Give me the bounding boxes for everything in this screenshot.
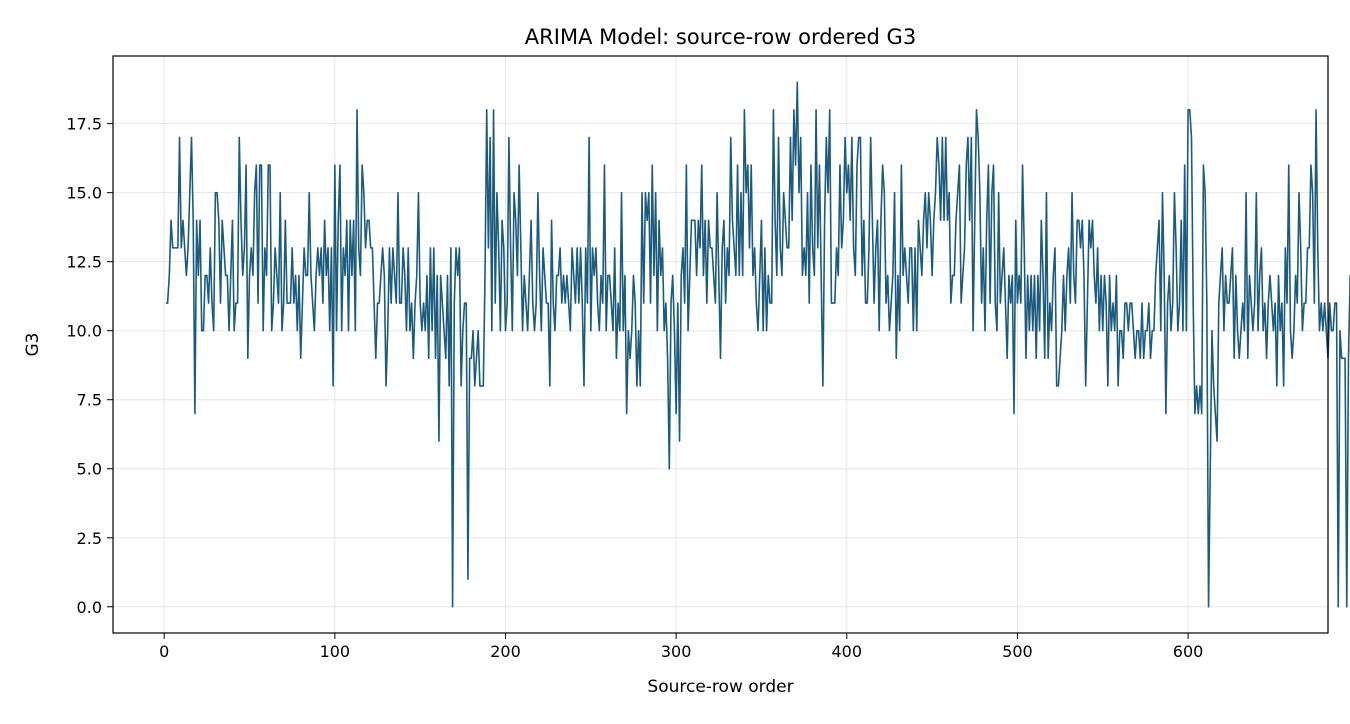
y-tick-label: 5.0 bbox=[77, 460, 102, 479]
plot-frame bbox=[112, 55, 1329, 634]
chart-title: ARIMA Model: source-row ordered G3 bbox=[525, 25, 916, 49]
y-tick-label: 10.0 bbox=[66, 322, 102, 341]
x-tick-label: 100 bbox=[320, 642, 351, 661]
y-tick-label: 12.5 bbox=[66, 253, 102, 272]
series-layer bbox=[165, 81, 1350, 608]
g3-series-line bbox=[165, 81, 1350, 608]
y-tick-label: 7.5 bbox=[77, 391, 102, 410]
x-tick-label: 200 bbox=[490, 642, 521, 661]
y-tick-label: 17.5 bbox=[66, 115, 102, 134]
y-tick-label: 15.0 bbox=[66, 184, 102, 203]
y-tick-label: 2.5 bbox=[77, 529, 102, 548]
x-tick-label: 500 bbox=[1002, 642, 1033, 661]
x-tick-label: 0 bbox=[159, 642, 169, 661]
grid-layer bbox=[113, 56, 1328, 633]
x-tick-label: 400 bbox=[832, 642, 863, 661]
x-tick-label: 300 bbox=[661, 642, 692, 661]
x-axis-label: Source-row order bbox=[647, 677, 793, 697]
x-tick-label: 600 bbox=[1173, 642, 1204, 661]
tick-layer: 0 100 200 300 400 500 600 0.0 2.5 5.0 7.5 10.0 12.5 1… bbox=[66, 115, 1203, 661]
y-axis-label: G3 bbox=[23, 333, 43, 357]
y-tick-label: 0.0 bbox=[77, 598, 102, 617]
